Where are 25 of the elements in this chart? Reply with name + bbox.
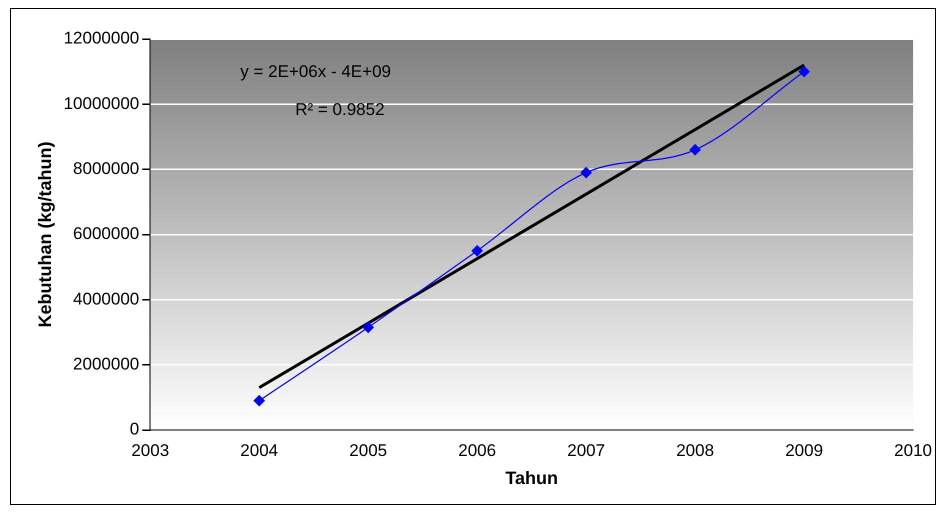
x-tick-label: 2010 [894, 440, 932, 460]
point [690, 144, 701, 156]
annotation: R² = 0.9852 [295, 100, 385, 119]
x-tick-label: 2009 [785, 440, 824, 460]
x-tick-label: 2003 [131, 440, 170, 460]
x-tick-label: 2006 [458, 440, 496, 460]
y-tick-label: 6000000 [73, 224, 140, 244]
y-axis-title: Kebutuhan (kg/tahun) [34, 142, 55, 328]
x-tick-label: 2004 [240, 440, 278, 460]
y-tick-label: 0 [130, 420, 140, 439]
y-tick-label: 12000000 [64, 28, 140, 48]
x-tick-label: 2007 [567, 440, 606, 460]
point [472, 245, 483, 256]
y-tick-label: 10000000 [64, 94, 140, 113]
y-tick-label: 4000000 [73, 289, 140, 308]
y-tick-label: 2000000 [73, 354, 140, 374]
annotation: y = 2E+06x - 4E+09 [240, 62, 391, 81]
point [798, 66, 810, 78]
x-tick-label: 2008 [676, 440, 714, 460]
point [580, 166, 592, 178]
x-tick-label: 2005 [349, 440, 388, 460]
y-tick-label: 8000000 [73, 159, 140, 178]
point [362, 322, 374, 333]
x-axis-title: Tahun [505, 468, 558, 488]
point [254, 395, 265, 406]
